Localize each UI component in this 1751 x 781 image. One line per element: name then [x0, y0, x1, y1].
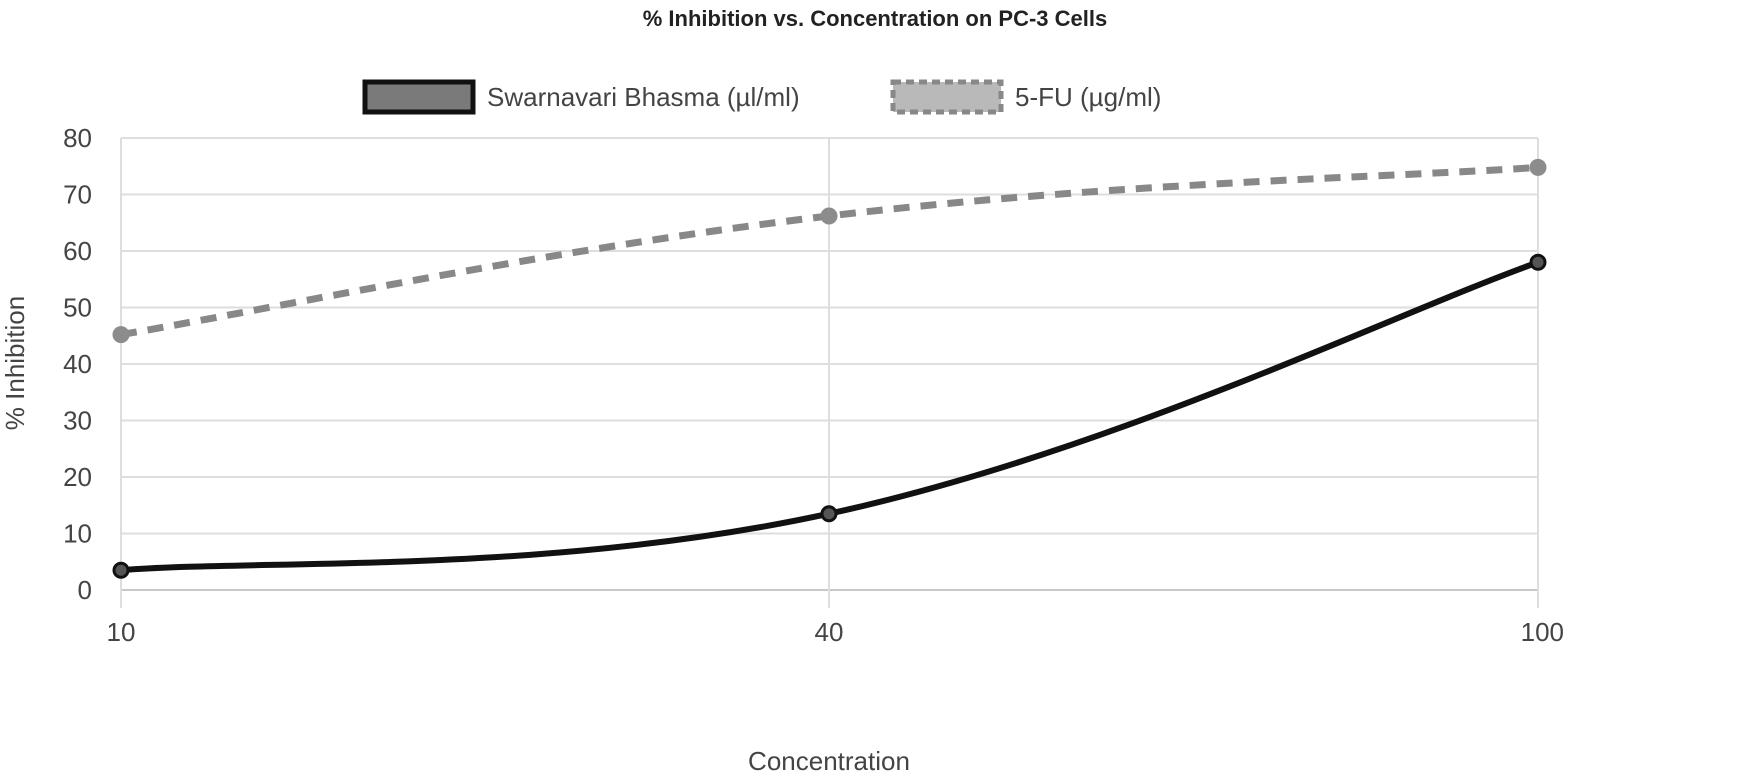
y-axis-label: % Inhibition: [0, 296, 30, 430]
x-tick-label: 100: [1521, 617, 1564, 647]
legend-label-5fu: 5-FU (µg/ml): [1015, 82, 1161, 112]
y-axis-ticks: 0 10 20 30 40 50 60 70 80: [63, 123, 92, 605]
y-tick-label: 10: [63, 519, 92, 549]
y-tick-label: 50: [63, 293, 92, 323]
series-layer: [112, 158, 1547, 579]
y-tick-label: 80: [63, 123, 92, 153]
y-tick-label: 40: [63, 349, 92, 379]
data-point-swarnavari-100[interactable]: [1529, 253, 1547, 271]
data-point-swarnavari-40[interactable]: [820, 505, 838, 523]
y-tick-label: 30: [63, 406, 92, 436]
x-tick-label: 40: [815, 617, 844, 647]
x-tick-label: 10: [107, 617, 136, 647]
x-axis-label: Concentration: [748, 746, 910, 776]
data-point-5fu-40[interactable]: [820, 207, 838, 225]
legend-item-swarnavari[interactable]: Swarnavari Bhasma (µl/ml): [362, 79, 800, 115]
y-tick-label: 70: [63, 180, 92, 210]
y-tick-label: 20: [63, 462, 92, 492]
y-tick-label: 0: [78, 575, 92, 605]
data-point-5fu-10[interactable]: [112, 326, 130, 344]
chart-title: % Inhibition vs. Concentration on PC-3 C…: [643, 6, 1107, 31]
data-point-5fu-100[interactable]: [1529, 158, 1547, 176]
legend-swatch-swarnavari: [362, 79, 476, 115]
legend-label-swarnavari: Swarnavari Bhasma (µl/ml): [487, 82, 800, 112]
y-tick-label: 60: [63, 236, 92, 266]
data-point-swarnavari-10[interactable]: [112, 561, 130, 579]
legend-swatch-5fu: [890, 79, 1004, 115]
series-line-5fu: [120, 163, 1539, 339]
legend-item-5fu[interactable]: 5-FU (µg/ml): [890, 79, 1161, 115]
legend: Swarnavari Bhasma (µl/ml) 5-FU (µg/ml): [362, 79, 1161, 115]
x-axis-ticks: 10 40 100: [107, 617, 1564, 647]
